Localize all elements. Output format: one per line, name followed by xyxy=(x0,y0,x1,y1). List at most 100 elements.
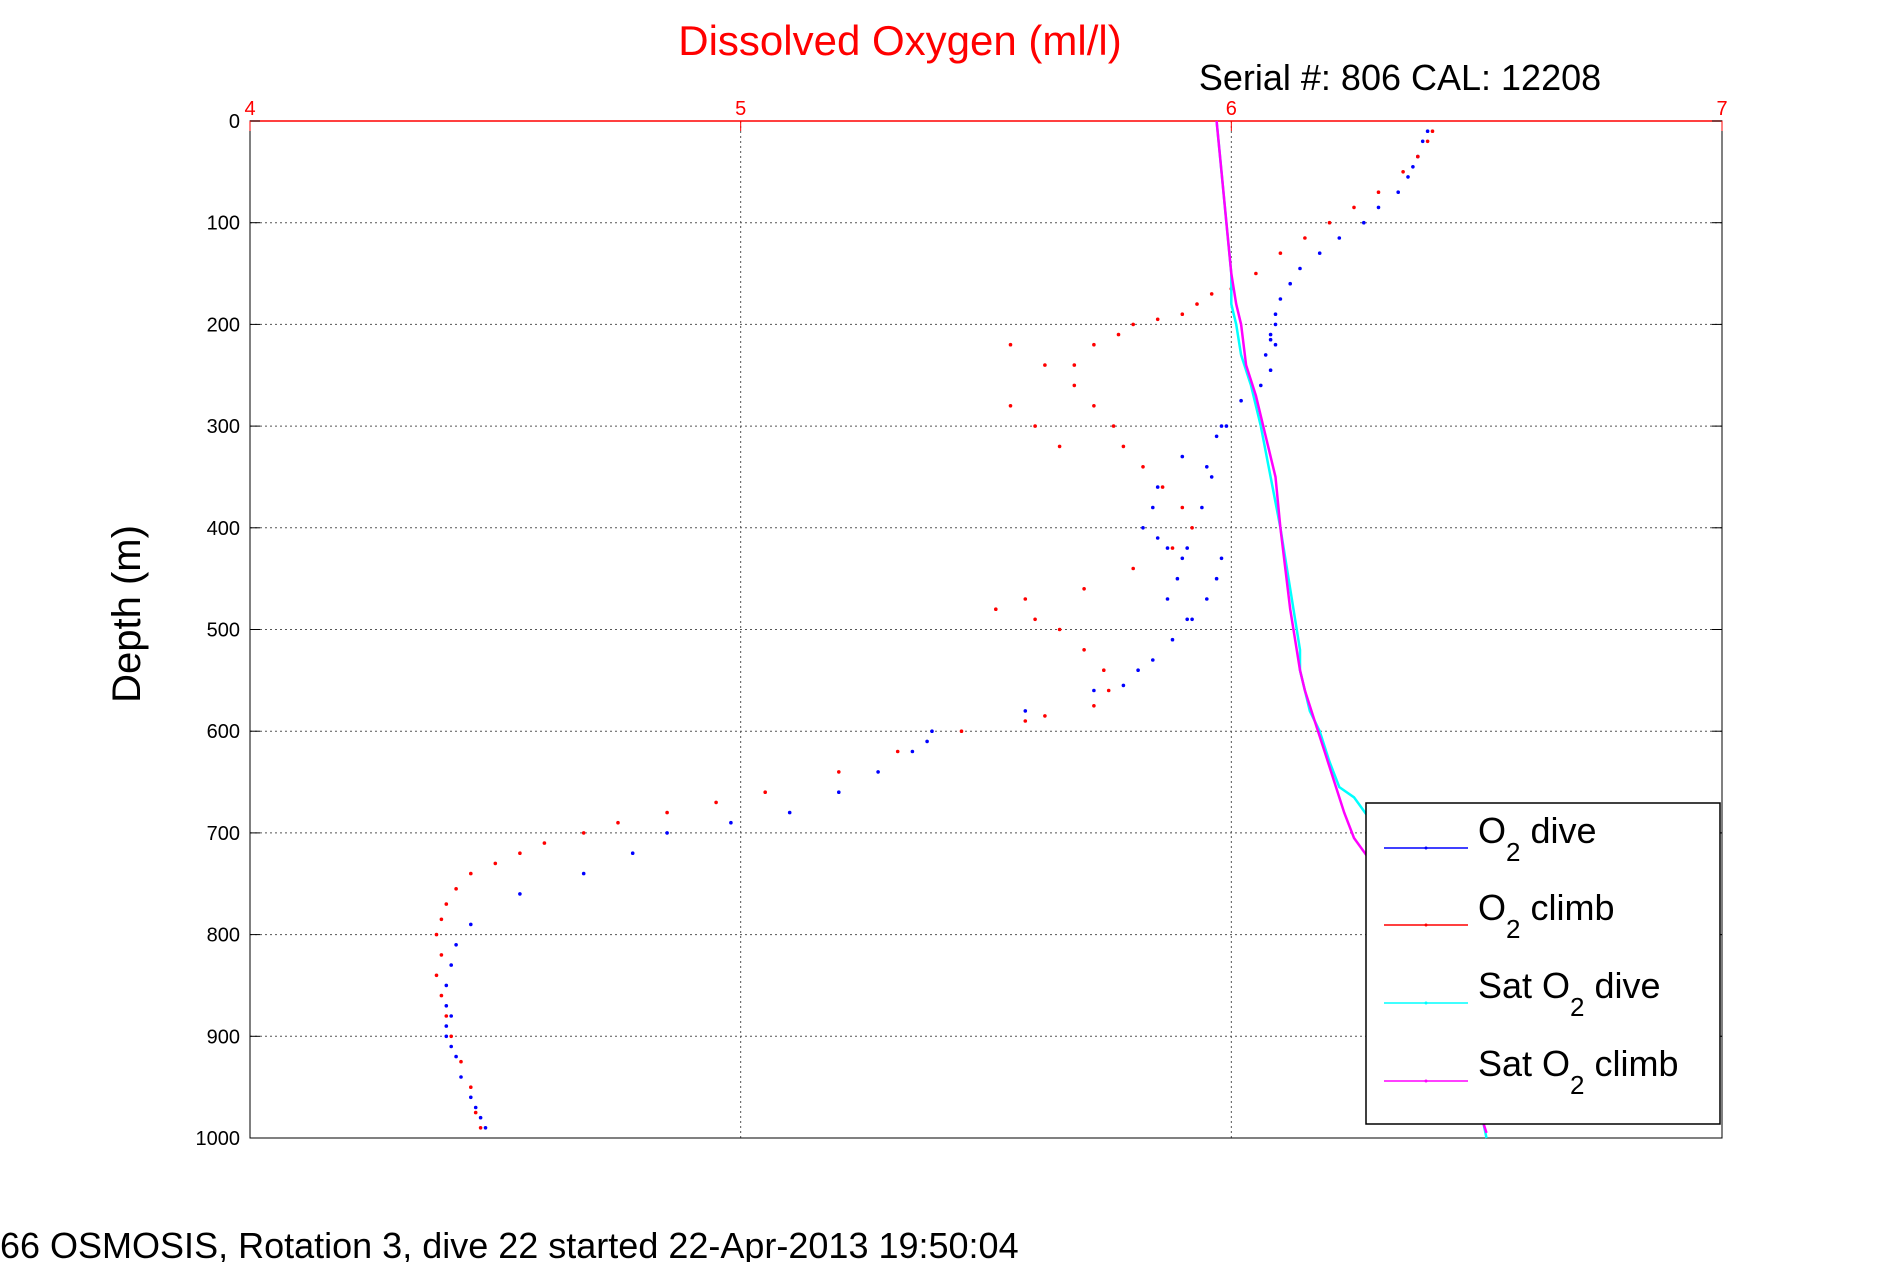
data-point xyxy=(1185,617,1189,622)
y-tick-label: 300 xyxy=(207,416,240,438)
data-point xyxy=(1141,526,1145,530)
data-point xyxy=(493,861,498,866)
data-point xyxy=(518,851,522,855)
data-point xyxy=(837,770,841,774)
legend-label: Sat O2 dive xyxy=(1478,965,1661,1022)
data-point xyxy=(994,607,998,611)
y-tick-label: 800 xyxy=(207,925,240,947)
data-point xyxy=(930,729,934,733)
data-point xyxy=(1151,658,1155,662)
legend-label-subscript: 2 xyxy=(1506,914,1520,944)
data-point xyxy=(1092,688,1096,693)
data-point xyxy=(1106,688,1111,693)
data-point xyxy=(1376,205,1381,210)
data-point xyxy=(1214,576,1219,581)
legend-marker xyxy=(1424,1001,1428,1005)
data-point xyxy=(469,871,473,876)
legend-label-subscript: 2 xyxy=(1570,1070,1584,1100)
legend-label-subscript: 2 xyxy=(1506,837,1520,867)
data-point xyxy=(729,820,733,825)
y-tick-label: 700 xyxy=(207,823,240,845)
data-point xyxy=(1043,714,1047,718)
data-point xyxy=(1273,322,1278,327)
legend-label-suffix: dive xyxy=(1585,965,1661,1006)
data-point xyxy=(1273,342,1278,347)
data-point xyxy=(1165,597,1170,601)
x-tick-label: 4 xyxy=(244,98,255,120)
series-1 xyxy=(434,129,1435,1130)
data-point xyxy=(454,1054,458,1059)
data-point xyxy=(444,1024,449,1028)
data-point xyxy=(1092,704,1096,708)
data-point xyxy=(1102,668,1106,672)
data-point xyxy=(1155,485,1160,489)
data-point xyxy=(1209,292,1214,296)
data-point xyxy=(1170,637,1175,642)
data-point xyxy=(1190,526,1194,530)
data-point xyxy=(876,770,880,774)
data-point xyxy=(1155,317,1160,322)
data-point xyxy=(1131,322,1135,327)
data-point xyxy=(454,887,458,891)
legend-label-main: Sat O xyxy=(1478,1043,1570,1084)
data-point xyxy=(1406,175,1410,179)
data-point xyxy=(1190,617,1194,622)
legend-label-main: Sat O xyxy=(1478,965,1570,1006)
data-point xyxy=(444,902,449,906)
data-point xyxy=(1268,332,1273,337)
data-point xyxy=(1160,485,1165,489)
data-point xyxy=(1023,719,1028,723)
data-point xyxy=(1170,546,1175,550)
data-point xyxy=(469,1085,473,1089)
data-point xyxy=(444,1034,449,1039)
data-point xyxy=(895,749,900,754)
data-point xyxy=(1082,587,1086,591)
data-point xyxy=(473,1105,478,1110)
data-point xyxy=(1317,251,1322,255)
data-point xyxy=(1396,190,1400,194)
data-point xyxy=(1116,332,1121,337)
data-point xyxy=(1023,709,1028,713)
data-point xyxy=(434,973,439,978)
y-tick-label: 500 xyxy=(207,620,240,642)
data-point xyxy=(434,932,439,937)
data-point xyxy=(1043,363,1047,367)
data-point xyxy=(1175,576,1180,581)
data-point xyxy=(1268,368,1273,373)
data-point xyxy=(1082,648,1086,652)
data-point xyxy=(665,831,669,835)
data-point xyxy=(1362,220,1366,225)
data-point xyxy=(1072,363,1077,367)
data-point xyxy=(1259,383,1263,388)
data-point xyxy=(1219,556,1224,561)
data-point xyxy=(449,1014,454,1018)
data-point xyxy=(1214,434,1219,439)
data-point xyxy=(910,749,915,754)
legend-marker xyxy=(1424,1079,1428,1083)
data-point xyxy=(1023,597,1028,601)
data-point xyxy=(1121,683,1126,688)
y-tick-label: 100 xyxy=(207,213,240,235)
footer-caption: 66 OSMOSIS, Rotation 3, dive 22 started … xyxy=(0,1225,1019,1262)
data-point xyxy=(581,871,586,876)
data-point xyxy=(837,790,841,794)
data-point xyxy=(1180,556,1185,561)
data-point xyxy=(1254,271,1258,276)
chart-title: Dissolved Oxygen (ml/l) xyxy=(678,17,1121,64)
data-point xyxy=(1008,342,1013,347)
data-point xyxy=(665,810,669,815)
y-axis-label: Depth (m) xyxy=(105,525,149,703)
axis-ticks: 0 100 200 300 400 500 600 700 800 900 1000 4 5 6 7 xyxy=(196,98,1728,1150)
data-point xyxy=(787,810,792,815)
data-point xyxy=(1430,129,1435,133)
data-point xyxy=(1151,505,1155,510)
data-point xyxy=(459,1059,463,1064)
data-point xyxy=(542,841,547,845)
data-point xyxy=(459,1075,463,1079)
data-point xyxy=(1131,566,1135,571)
data-point xyxy=(1033,617,1037,622)
data-point xyxy=(478,1126,483,1130)
data-point xyxy=(439,917,444,922)
data-point xyxy=(1224,424,1229,428)
